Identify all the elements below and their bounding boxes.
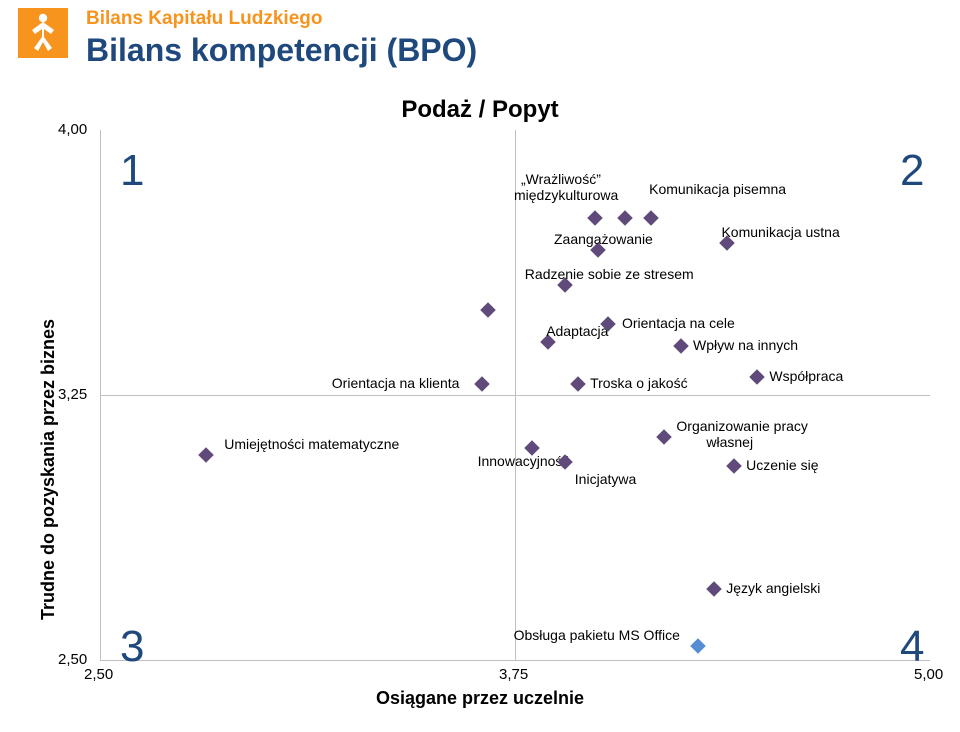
point-label: Organizowanie pracy [676,419,808,434]
point-label: Orientacja na klienta [332,376,460,391]
x-tick-label: 2,50 [84,666,113,683]
y-tick-label: 4,00 [58,121,87,138]
point-label: „Wrażliwość” [521,172,601,187]
point-label: Współpraca [769,369,843,384]
quadrant-number: 4 [900,622,924,672]
scatter-plot: 1234„Wrażliwość”międzykulturowaUmiejętno… [100,130,930,660]
point-label: Wpływ na innych [693,338,798,353]
data-point [617,211,633,227]
point-label: Komunikacja pisemna [649,182,786,197]
data-point [726,458,742,474]
point-label: międzykulturowa [514,188,618,203]
data-point [657,430,673,446]
y-axis [100,130,101,660]
header-title: Bilans kompetencji (BPO) [86,32,477,69]
quadrant-number: 3 [120,622,144,672]
header: Bilans Kapitału Ludzkiego Bilans kompete… [18,8,477,69]
point-label: Uczenie się [746,458,818,473]
point-label: Język angielski [726,581,820,596]
x-axis-label: Osiągane przez uczelnie [0,688,960,709]
point-label: Innowacyjność [478,454,570,469]
point-label: Zaangażowanie [554,232,653,247]
point-label: Umiejętności matematyczne [224,437,399,452]
data-point [706,582,722,598]
data-point [673,338,689,354]
data-point [198,447,214,463]
x-tick-label: 3,75 [499,666,528,683]
x-tick-label: 5,00 [914,666,943,683]
point-label: Radzenie sobie ze stresem [525,267,694,282]
y-tick-label: 2,50 [58,651,87,668]
data-point [643,211,659,227]
data-point [481,302,497,318]
point-label: Komunikacja ustna [721,225,839,240]
y-axis-label: Trudne do pozyskania przez biznes [38,319,59,620]
point-label: Troska o jakość [590,376,688,391]
point-label: Orientacja na cele [622,316,735,331]
data-point [587,211,603,227]
point-label: własnej [706,435,753,450]
point-label: Adaptacja [546,324,608,339]
chart-title: Podaż / Popyt [0,96,960,124]
quadrant-number: 1 [120,146,144,196]
quadrant-number: 2 [900,146,924,196]
point-label: Inicjatywa [575,472,636,487]
gridline-horizontal [100,395,930,396]
header-subtitle: Bilans Kapitału Ludzkiego [86,8,477,30]
y-tick-label: 3,25 [58,386,87,403]
data-point [474,377,490,393]
logo-icon [18,8,68,58]
data-point [690,638,706,654]
data-point [750,370,766,386]
point-label: Obsługa pakietu MS Office [514,628,680,643]
x-axis [100,660,930,661]
data-point [570,377,586,393]
